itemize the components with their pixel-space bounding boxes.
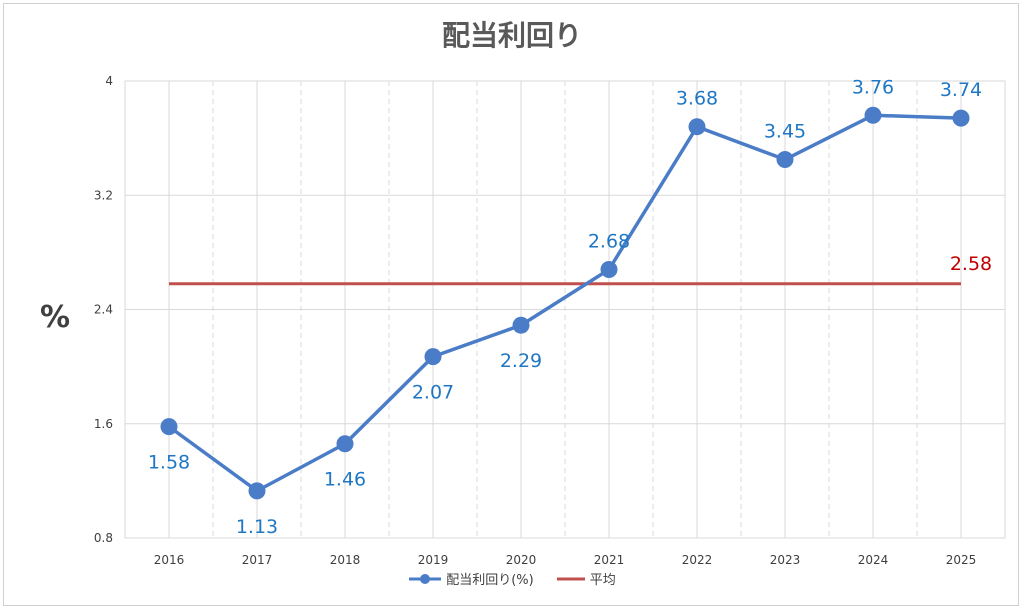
y-axis-label: % (40, 300, 71, 335)
x-tick-label: 2022 (682, 553, 713, 567)
y-tick-label: 4 (105, 74, 113, 88)
yield-point (424, 348, 442, 366)
yield-point (688, 118, 706, 136)
x-tick-label: 2018 (330, 553, 361, 567)
y-tick-label: 1.6 (94, 417, 113, 431)
x-tick-label: 2023 (770, 553, 801, 567)
legend-line-icon (556, 577, 585, 580)
yield-point (512, 316, 530, 334)
yield-data-label: 1.13 (236, 516, 278, 538)
legend-item-yield: 配当利回り(%) (408, 569, 534, 588)
x-tick-label: 2017 (242, 553, 273, 567)
yield-data-label: 3.68 (676, 88, 718, 110)
legend-line-marker-icon (409, 573, 442, 584)
legend: 配当利回り(%) 平均 (0, 569, 1024, 588)
x-tick-label: 2020 (506, 553, 537, 567)
legend-label-yield: 配当利回り(%) (446, 573, 534, 588)
average-label: 2.58 (950, 253, 992, 275)
series-layer (160, 106, 970, 500)
yield-data-label: 2.68 (588, 231, 630, 253)
x-tick-label: 2021 (594, 553, 625, 567)
x-tick-label: 2019 (418, 553, 449, 567)
yield-line (167, 113, 962, 493)
legend-item-average: 平均 (556, 569, 616, 588)
yield-point (600, 261, 618, 279)
yield-point (864, 106, 882, 124)
legend-label-average: 平均 (589, 573, 616, 588)
y-tick-label: 0.8 (94, 531, 113, 545)
chart-frame (3, 3, 1019, 606)
grid-layer (124, 80, 1006, 539)
y-tick-label: 2.4 (94, 303, 113, 317)
yield-data-label: 1.58 (148, 452, 190, 474)
x-tick-label: 2024 (858, 553, 889, 567)
yield-data-label: 2.29 (500, 350, 542, 372)
yield-data-label: 3.45 (764, 121, 806, 143)
labels-layer: 2.58 1.58 1.13 1.46 2.07 2.29 2.68 3.68 3.45 3.76… (148, 76, 992, 538)
yield-point (336, 435, 354, 453)
yield-data-label: 3.74 (940, 79, 982, 101)
ticks-layer: 0.8 1.6 2.4 3.2 4 2016 2017 2018 2019 2020 2021 202… (94, 74, 976, 567)
yield-data-label: 1.46 (324, 469, 366, 491)
yield-point (248, 482, 266, 500)
yield-point (776, 151, 794, 169)
x-tick-label: 2025 (946, 553, 977, 567)
y-tick-label: 3.2 (94, 188, 113, 202)
yield-point (952, 109, 970, 127)
yield-data-label: 3.76 (852, 76, 894, 98)
chart-title: 配当利回り (441, 19, 582, 52)
yield-data-label: 2.07 (412, 382, 454, 404)
x-tick-label: 2016 (154, 553, 185, 567)
yield-point (160, 418, 178, 436)
